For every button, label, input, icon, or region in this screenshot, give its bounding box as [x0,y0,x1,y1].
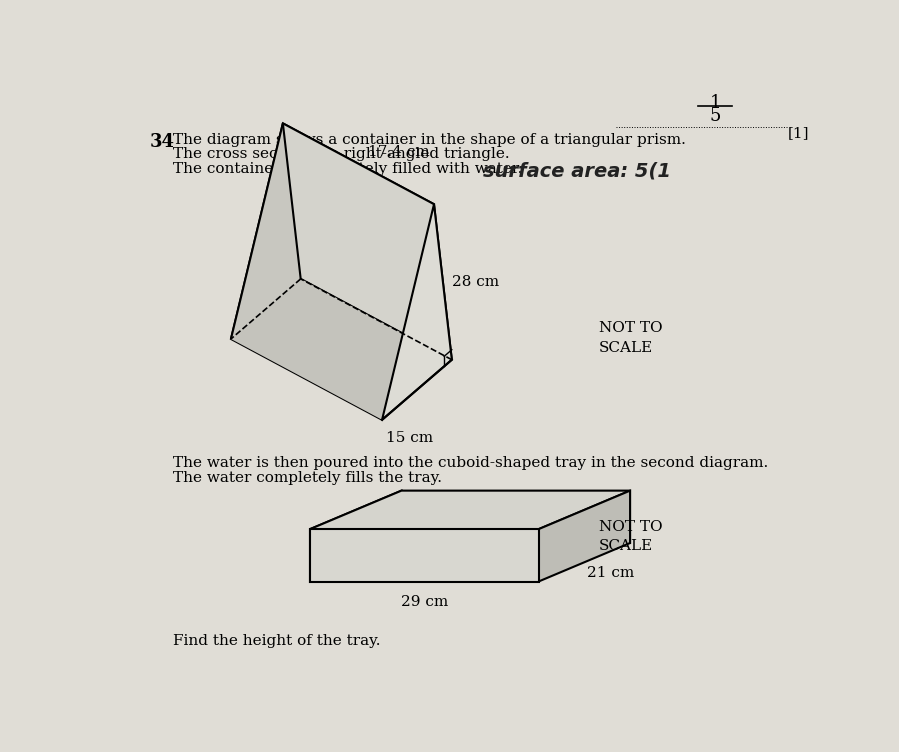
Text: 5: 5 [709,108,721,125]
Polygon shape [231,123,434,420]
Text: 21 cm: 21 cm [587,566,635,580]
Polygon shape [539,490,630,581]
Text: 29 cm: 29 cm [401,596,448,609]
Text: NOT TO
SCALE: NOT TO SCALE [599,321,663,355]
Text: The cross section is a right-angled triangle.: The cross section is a right-angled tria… [173,147,510,161]
Text: 28 cm: 28 cm [452,275,499,289]
Text: 34: 34 [149,132,174,150]
Text: The water is then poured into the cuboid-shaped tray in the second diagram.: The water is then poured into the cuboid… [173,456,768,470]
Text: The water completely fills the tray.: The water completely fills the tray. [173,472,441,485]
Polygon shape [310,529,539,581]
Text: [1]: [1] [788,126,810,140]
Text: 1: 1 [709,94,721,112]
Text: The container is completely filled with water.: The container is completely filled with … [173,162,522,176]
Polygon shape [283,123,452,359]
Polygon shape [402,490,630,543]
Text: NOT TO
SCALE: NOT TO SCALE [599,520,663,553]
Text: 15 cm: 15 cm [386,432,433,445]
Polygon shape [310,490,402,581]
Polygon shape [310,490,630,529]
Text: The diagram shows a container in the shape of a triangular prism.: The diagram shows a container in the sha… [173,132,686,147]
Text: surface area: 5(1: surface area: 5(1 [483,162,671,180]
Polygon shape [382,205,452,420]
Text: Find the height of the tray.: Find the height of the tray. [173,634,380,648]
Text: 17.4 cm: 17.4 cm [368,145,430,159]
Polygon shape [231,123,300,339]
Polygon shape [231,279,452,420]
